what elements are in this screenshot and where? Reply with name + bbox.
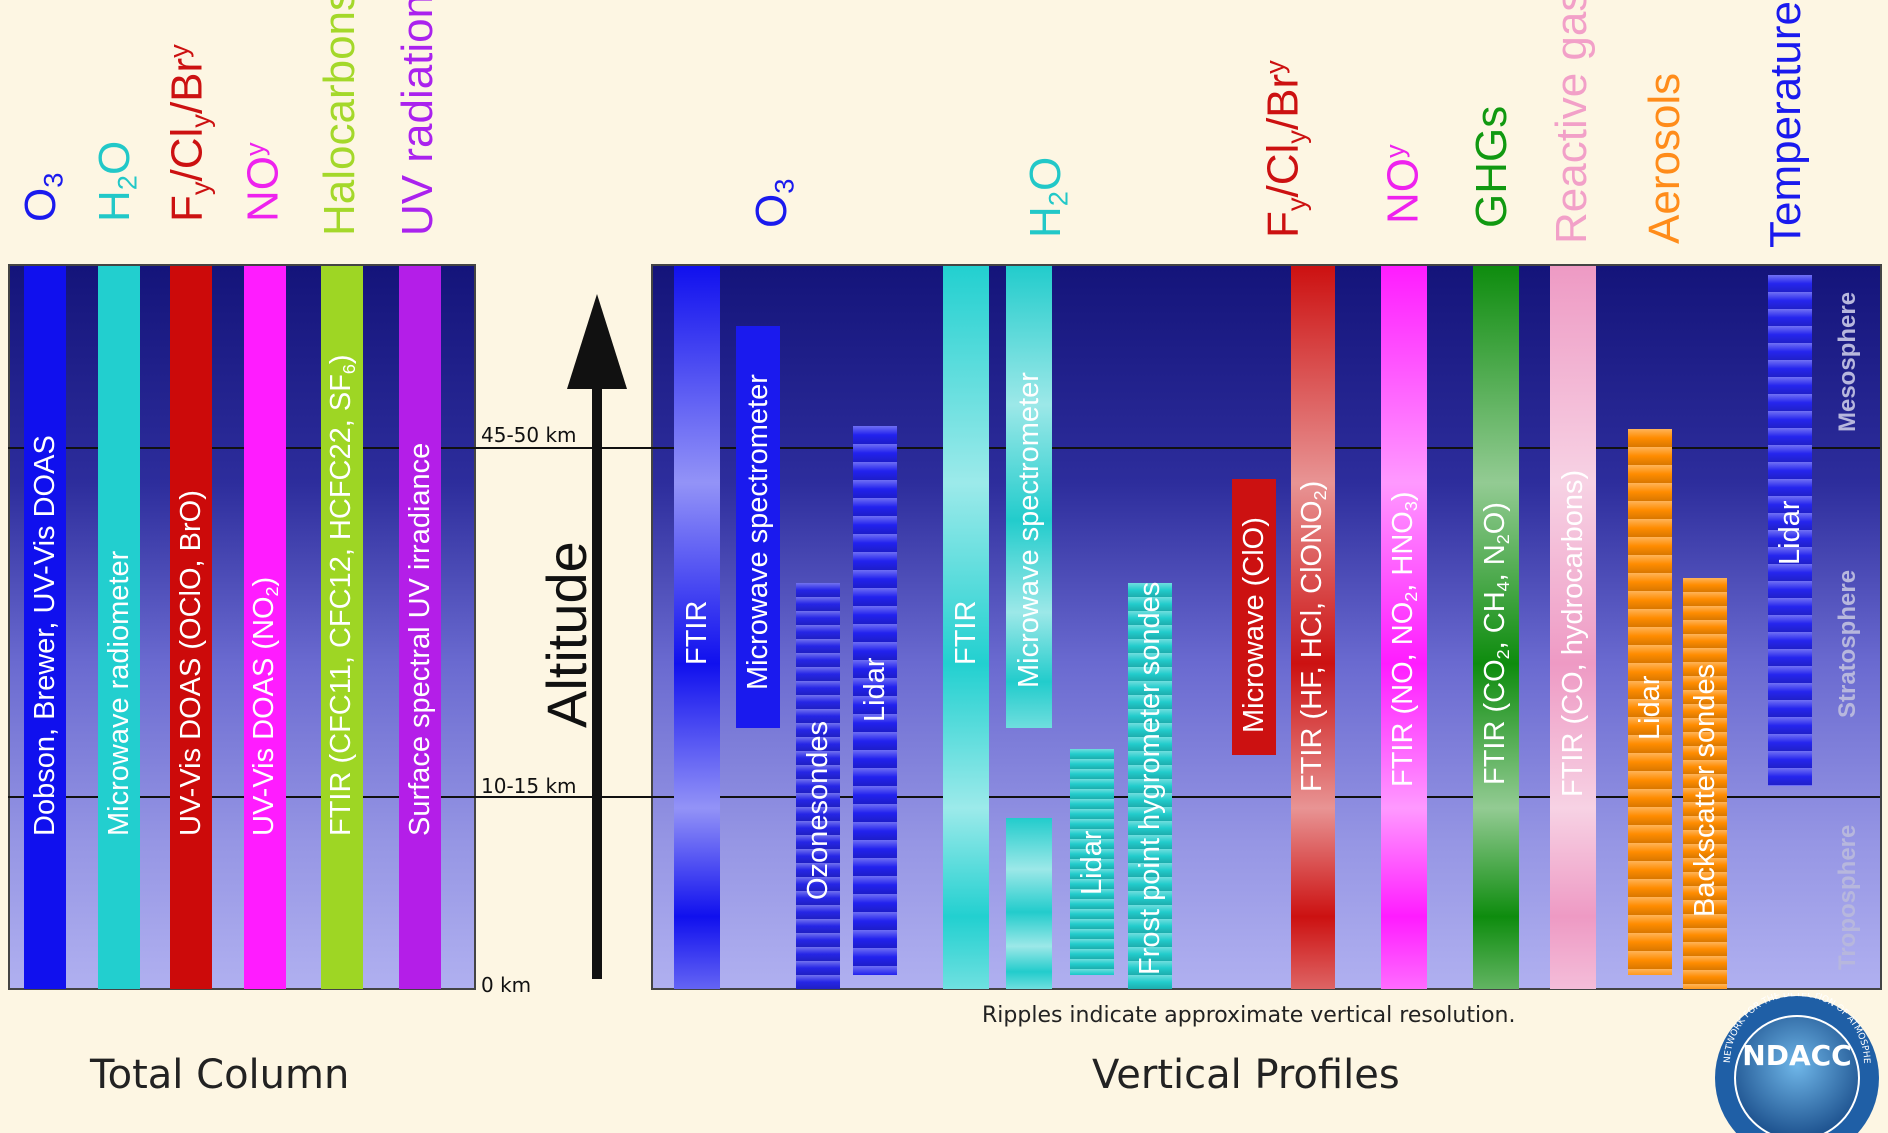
- aerosol-lidar-label: Lidar: [1633, 675, 1666, 741]
- microwave-clo-bar: [1232, 479, 1276, 755]
- microwave-clo-label: Microwave (ClO): [1237, 517, 1270, 733]
- ripples-note: Ripples indicate approximate vertical re…: [982, 1003, 1516, 1028]
- altitude-mark-0-km: 0 km: [481, 973, 532, 997]
- frost-point-hygrometer-bar: [1128, 583, 1172, 989]
- ftir-halocarbons-bar: [321, 266, 363, 989]
- total-column-panel: [8, 264, 476, 990]
- vp-header-aerosols: Aerosols: [1640, 72, 1689, 244]
- h2o-lidar-bar: [1070, 749, 1114, 975]
- ftir-ghgs-label: FTIR (CO2, CH4, N2O): [1478, 502, 1513, 785]
- uv-vis-doas-no2-label: UV-Vis DOAS (NO2): [247, 576, 282, 836]
- h2o-ftir-label: FTIR: [949, 600, 982, 665]
- zone-troposphere: Troposphere: [1834, 824, 1861, 970]
- o3-microwave-spectrometer-bar: [736, 326, 780, 728]
- dobson-bar: [24, 266, 66, 989]
- ndacc-measurement-diagram: Dobson, Brewer, UV-Vis DOAS Microwave rad…: [8, 0, 1882, 1133]
- surface-uv-bar: [399, 266, 441, 989]
- tc-header-h2o: H2O: [90, 140, 143, 222]
- vp-header-temperature: Temperature: [1761, 0, 1810, 248]
- tc-header-halocarbons: Halocarbons: [315, 0, 364, 236]
- ftir-co-label: FTIR (CO, hydrocarbons): [1556, 469, 1589, 797]
- uv-vis-doas-no2-bar: [244, 266, 286, 989]
- altitude-mark-10-15-km: 10-15 km: [481, 774, 577, 798]
- frost-point-hygrometer-label: Frost point hygrometer sondes: [1133, 581, 1166, 975]
- ftir-noy-bar: [1381, 266, 1427, 989]
- altitude-arrow: [592, 355, 602, 979]
- vp-header-ghgs: GHGs: [1467, 105, 1516, 228]
- h2o-microwave-spectrometer-label: Microwave spectrometer: [1012, 372, 1045, 688]
- ftir-hf-hcl-label: FTIR (HF, HCl, ClONO2): [1295, 480, 1330, 792]
- svg-text:NDACC: NDACC: [1742, 1039, 1851, 1072]
- vp-header-h2o: H2O: [1021, 156, 1074, 238]
- o3-lidar-label: Lidar: [858, 657, 891, 723]
- total-column-title: Total Column: [90, 1052, 350, 1098]
- h2o-microwave-spectrometer-lower-bar: [1006, 818, 1052, 989]
- zone-stratosphere: Stratosphere: [1834, 569, 1861, 718]
- microwave-radiometer-label: Microwave radiometer: [102, 550, 135, 836]
- h2o-lidar-label: Lidar: [1075, 830, 1108, 896]
- ftir-halocarbons-label: FTIR (CFC11, CFC12, HCFC22, SF6): [324, 354, 359, 836]
- tc-header-o3: O3: [16, 172, 69, 222]
- temperature-lidar-bar: [1768, 275, 1812, 786]
- tc-header-uv-radiation: UV radiation: [393, 0, 442, 236]
- o3-microwave-spectrometer-label: Microwave spectrometer: [741, 374, 774, 690]
- ftir-hf-hcl-bar: [1291, 266, 1335, 989]
- aerosol-lidar-bar: [1628, 429, 1672, 975]
- ftir-co-bar: [1550, 266, 1596, 989]
- backscatter-sondes-bar: [1683, 578, 1727, 989]
- microwave-radiometer-bar: [98, 266, 140, 989]
- altitude-arrow-head: [567, 294, 627, 389]
- uv-vis-doas-oclo-bro-bar: [170, 266, 212, 989]
- tc-header-fy-cly-bry: Fy/Cly/Bry: [162, 44, 215, 222]
- dobson-label: Dobson, Brewer, UV-Vis DOAS: [28, 435, 61, 836]
- altitude-label: Altitude: [535, 541, 598, 728]
- temperature-lidar-label: Lidar: [1773, 500, 1806, 566]
- ftir-noy-label: FTIR (NO, NO2, HNO3): [1386, 491, 1421, 788]
- backscatter-sondes-label: Backscatter sondes: [1688, 663, 1721, 917]
- vertical-profiles-title: Vertical Profiles: [1092, 1052, 1400, 1098]
- o3-ftir-bar: [674, 266, 720, 989]
- o3-ftir-label: FTIR: [680, 600, 713, 665]
- ozonesondes-label: Ozonesondes: [801, 721, 834, 900]
- vp-header-reactive-gases: Reactive gases: [1547, 0, 1596, 244]
- uv-vis-doas-oclo-bro-label: UV-Vis DOAS (OClO, BrO): [174, 490, 207, 836]
- ftir-ghgs-bar: [1473, 266, 1519, 989]
- ozonesondes-bar: [796, 583, 840, 989]
- o3-lidar-bar: [853, 426, 897, 975]
- h2o-ftir-bar: [943, 266, 989, 989]
- vp-header-o3: O3: [747, 178, 800, 228]
- h2o-microwave-spectrometer-bar: [1006, 266, 1052, 728]
- vp-header-fy-cly-bry: Fy/Cly/Bry: [1258, 60, 1311, 238]
- ndacc-logo: NETWORK FOR THE DETECTION OF ATMOSPHERIC…: [1712, 993, 1882, 1133]
- tc-header-noy: NOy: [238, 142, 288, 222]
- altitude-mark-45-50-km: 45-50 km: [481, 423, 577, 447]
- surface-uv-label: Surface spectral UV irradiance: [403, 442, 436, 836]
- vp-header-noy: NOy: [1378, 144, 1428, 224]
- zone-mesosphere: Mesosphere: [1834, 291, 1861, 432]
